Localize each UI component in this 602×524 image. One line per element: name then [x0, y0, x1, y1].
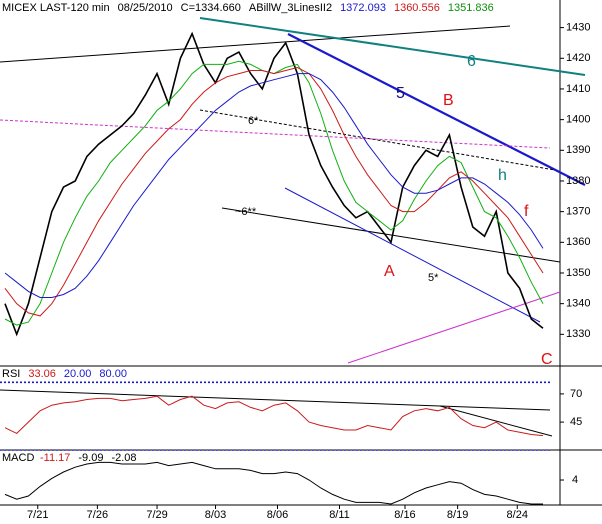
annotation: C	[541, 351, 553, 368]
price-line	[4, 73, 544, 298]
annotation: 6*	[248, 115, 259, 127]
x-tick-label: 8/24	[507, 509, 528, 521]
annotation: f	[524, 203, 529, 220]
y-tick-label: 1390	[566, 144, 590, 156]
y-tick-label: 1380	[566, 175, 590, 187]
trendline	[199, 17, 586, 76]
y-tick-label: 1350	[566, 267, 590, 279]
annotation: ~6**	[235, 206, 257, 218]
y-tick-label: 1340	[566, 298, 590, 310]
y-tick-label: 1330	[566, 328, 590, 340]
price-line	[4, 31, 544, 337]
x-tick-label: 7/21	[27, 509, 48, 521]
y-tick-label: 1420	[566, 52, 590, 64]
header-text: MICEX LAST-120 min	[2, 2, 110, 14]
y-tick-label: 1430	[566, 22, 590, 34]
annotation: B	[443, 92, 454, 109]
annotation: A	[384, 263, 395, 280]
x-tick-label: 8/11	[329, 509, 350, 521]
header-text: C=1334.660	[181, 2, 241, 14]
header-ma-value: 1360.556	[394, 2, 440, 14]
macd-line	[4, 461, 543, 505]
x-tick-label: 8/03	[205, 509, 226, 521]
annotation: 5	[396, 85, 405, 102]
macd-tick-label: 4	[572, 474, 578, 486]
rsi-line	[4, 395, 544, 437]
y-tick-label: 1400	[566, 114, 590, 126]
header-text: ABillW_3LinesII2	[249, 2, 332, 14]
x-tick-label: 7/26	[87, 509, 108, 521]
rsi-header: RSI	[2, 368, 20, 380]
trendline	[439, 405, 553, 437]
rsi-header: 33.06	[28, 368, 56, 380]
price-line	[4, 66, 544, 317]
trendline	[0, 119, 551, 149]
x-tick-label: 8/06	[267, 509, 288, 521]
annotation: 5*	[428, 272, 439, 284]
x-tick-label: 7/29	[146, 509, 167, 521]
trendlines	[0, 17, 586, 437]
trendline	[0, 389, 551, 411]
macd-header: -9.09	[78, 452, 103, 464]
rsi-tick-label: 70	[570, 388, 582, 400]
annotation: h	[498, 167, 507, 184]
y-tick-label: 1360	[566, 236, 590, 248]
y-tick-label: 1410	[566, 83, 590, 95]
macd-header: -11.17	[40, 452, 70, 464]
trendline	[287, 33, 586, 186]
header-text: 08/25/2010	[118, 2, 173, 14]
rsi-tick-label: 45	[570, 416, 582, 428]
trendline	[284, 187, 541, 323]
y-tick-label: 1370	[566, 206, 590, 218]
header-ma-value: 1351.836	[448, 2, 494, 14]
annotation: 6	[467, 53, 476, 70]
trendline	[0, 25, 511, 63]
macd-header: MACD	[2, 452, 34, 464]
macd-header: -2.08	[111, 452, 136, 464]
header-ma-value: 1372.093	[340, 2, 386, 14]
trendline	[199, 109, 556, 171]
rsi-header: 80.00	[99, 368, 127, 380]
x-tick-label: 8/19	[447, 509, 468, 521]
x-tick-label: 8/16	[394, 509, 415, 521]
rsi-header: 20.00	[64, 368, 92, 380]
